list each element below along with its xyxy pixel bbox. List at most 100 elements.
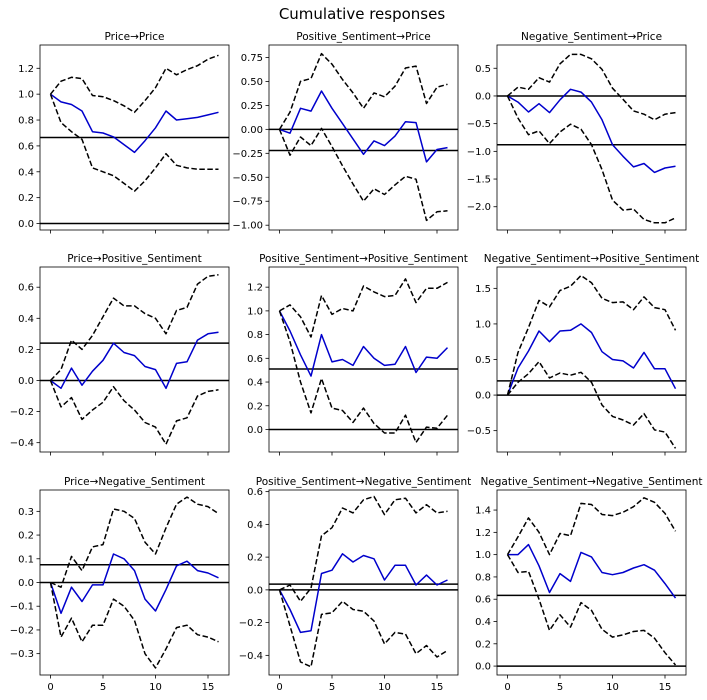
axes-frame — [496, 44, 687, 231]
y-tick-label: 1.2 — [18, 64, 34, 75]
subplot-6: Negative_Sentiment→Positive_Sentiment −0.… — [467, 253, 699, 456]
axes-frame — [39, 266, 230, 453]
y-tick-label: −2.0 — [467, 202, 491, 213]
upper-band-line — [506, 274, 677, 396]
y-tick-label: −0.5 — [467, 426, 491, 437]
lower-band-line — [49, 93, 219, 192]
y-tick-label: 0.6 — [247, 354, 263, 365]
y-tick-label: 0.75 — [241, 53, 263, 64]
plot-area — [497, 53, 686, 224]
y-tick-label: 0.00 — [241, 125, 263, 136]
subplot-3: Negative_Sentiment→Price −2.0 −1.5 −1.0 −0.5… — [467, 31, 687, 234]
upper-band-line — [49, 274, 219, 382]
response-line — [49, 553, 219, 615]
y-tick-label: 0.8 — [18, 116, 34, 127]
y-tick-label: 0.8 — [475, 572, 491, 583]
subplot-8: Positive_Sentiment→Negative_Sentiment −0.… — [239, 476, 472, 693]
y-tick-label: 0.0 — [18, 219, 34, 230]
y-tick-label: 0.8 — [247, 330, 263, 341]
subplot-4: Price→Positive_Sentiment −0.4 −0.2 0.0 0.2 0.… — [10, 253, 230, 456]
x-tick-label: 0 — [276, 682, 282, 693]
subplot-7: Price→Negative_Sentiment −0.3 −0.2 −0.1 0.0 0… — [10, 476, 230, 693]
x-tick-label: 15 — [431, 682, 444, 693]
y-tick-label: −0.4 — [239, 651, 263, 662]
y-tick-label: −0.5 — [467, 119, 491, 130]
y-tick-label: 0.0 — [247, 585, 263, 596]
response-line — [507, 543, 677, 599]
plot-area — [40, 54, 229, 225]
x-tick-label: 10 — [378, 682, 391, 693]
subplot-2: Positive_Sentiment→Price −1.00 −0.75 −0.50 −… — [232, 31, 459, 234]
plot-area — [40, 274, 229, 445]
x-tick-label: 15 — [202, 682, 215, 693]
y-tick-label: 0.0 — [475, 91, 491, 102]
y-tick-label: −1.0 — [467, 147, 491, 158]
lower-band-line — [506, 360, 677, 449]
plot-area — [269, 278, 458, 444]
subplot-title: Negative_Sentiment→Positive_Sentiment — [484, 253, 699, 265]
y-tick-label: 0.2 — [18, 193, 34, 204]
x-tick-label: 5 — [100, 682, 106, 693]
y-tick-label: −0.2 — [10, 625, 34, 636]
x-tick-label: 0 — [47, 682, 53, 693]
axes-frame — [268, 489, 459, 676]
y-tick-label: 0.0 — [18, 578, 34, 589]
upper-band-line — [278, 52, 448, 130]
subplot-title: Positive_Sentiment→Negative_Sentiment — [256, 476, 471, 488]
plot-area — [269, 52, 458, 222]
x-tick-label: 15 — [659, 682, 672, 693]
plot-area — [497, 497, 686, 667]
y-tick-label: −0.50 — [232, 173, 263, 184]
y-tick-label: −0.2 — [10, 407, 34, 418]
upper-band-line — [279, 278, 448, 338]
subplot-1: Price→Price 0.0 0.2 0.4 0.6 0.8 1.0 1.2 — [18, 31, 230, 234]
plot-area — [269, 495, 458, 668]
axes-frame — [268, 44, 459, 231]
response-line — [279, 90, 448, 163]
y-tick-label: −0.1 — [10, 602, 34, 613]
y-tick-label: 0.6 — [247, 487, 263, 498]
y-tick-label: 0.4 — [475, 617, 491, 628]
plot-area — [40, 496, 229, 669]
upper-band-line — [279, 495, 448, 603]
y-tick-label: 0.0 — [18, 376, 34, 387]
x-tick-label: 10 — [149, 682, 162, 693]
y-tick-label: 1.2 — [247, 283, 263, 294]
upper-band-line — [49, 54, 219, 114]
y-tick-label: 0.1 — [18, 554, 34, 565]
y-tick-label: 1.0 — [247, 306, 263, 317]
upper-band-line — [506, 497, 677, 556]
upper-band-line — [507, 53, 676, 121]
y-tick-label: 0.0 — [247, 425, 263, 436]
y-tick-label: 0.4 — [247, 520, 263, 531]
subplot-title: Negative_Sentiment→Negative_Sentiment — [480, 476, 702, 488]
subplot-5: Positive_Sentiment→Positive_Sentiment 0.0… — [247, 253, 468, 456]
y-tick-label: 0.2 — [18, 345, 34, 356]
x-tick-label: 0 — [504, 682, 510, 693]
plot-area — [497, 274, 686, 449]
axes-frame — [39, 44, 230, 231]
upper-band-line — [50, 496, 219, 588]
y-tick-label: 0.2 — [475, 639, 491, 650]
y-tick-label: 0.2 — [247, 553, 263, 564]
lower-band-line — [278, 310, 449, 444]
y-tick-label: 0.2 — [247, 401, 263, 412]
y-tick-label: 1.0 — [475, 319, 491, 330]
y-tick-label: 0.6 — [475, 595, 491, 606]
y-tick-label: −0.2 — [239, 618, 263, 629]
response-line — [278, 310, 449, 377]
subplot-title: Positive_Sentiment→Positive_Sentiment — [259, 253, 468, 265]
y-tick-label: 1.5 — [475, 284, 491, 295]
subplot-title: Negative_Sentiment→Price — [521, 31, 662, 43]
subplot-title: Price→Negative_Sentiment — [64, 476, 205, 488]
response-line — [278, 553, 448, 634]
y-tick-label: 0.6 — [18, 283, 34, 294]
response-line — [50, 331, 219, 390]
lower-band-line — [278, 127, 448, 222]
y-tick-label: −0.4 — [10, 438, 34, 449]
figure-title: Cumulative responses — [279, 5, 446, 23]
y-tick-label: −0.3 — [10, 649, 34, 660]
y-tick-label: 0.0 — [475, 662, 491, 673]
y-tick-label: 0.6 — [18, 141, 34, 152]
subplot-grid: Price→Price0.00.20.40.60.81.01.2Positive… — [10, 31, 703, 693]
